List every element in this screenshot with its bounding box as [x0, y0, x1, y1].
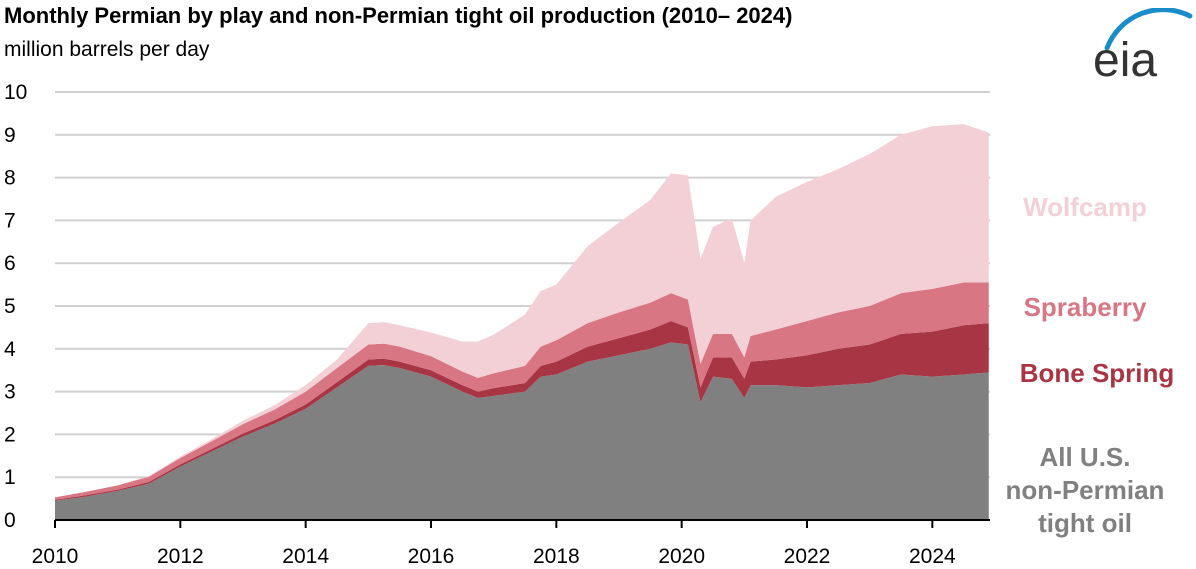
x-tick-label: 2020 — [658, 545, 705, 568]
y-tick-label: 6 — [4, 252, 16, 275]
y-tick-labels: 0 1 2 3 4 5 6 7 8 9 10 — [4, 81, 27, 532]
y-tick-label: 1 — [4, 466, 16, 489]
x-tick-label: 2022 — [784, 545, 831, 568]
y-tick-label: 9 — [4, 124, 16, 147]
y-tick-label: 0 — [4, 509, 16, 532]
y-tick-label: 8 — [4, 167, 16, 190]
series-labels: All U.S. non-Permian tight oil Bone Spring S… — [1006, 192, 1175, 538]
x-tick-label: 2016 — [408, 545, 455, 568]
eia-logo-text: eia — [1093, 34, 1157, 82]
series-label-spraberry: Spraberry — [1024, 292, 1147, 322]
series-label-all-u-s-non-permian-tight-oil: All U.S. non-Permian tight oil — [1006, 442, 1165, 538]
y-tick-label: 7 — [4, 209, 16, 232]
series-label-bone-spring: Bone Spring — [1020, 358, 1175, 388]
y-tick-label: 4 — [4, 338, 16, 361]
x-tick-label: 2024 — [909, 545, 956, 568]
axes — [54, 519, 990, 528]
x-tick-label: 2010 — [32, 545, 79, 568]
chart-title: Monthly Permian by play and non-Permian … — [4, 3, 793, 28]
area-spraberry — [55, 282, 989, 500]
chart-subtitle: million barrels per day — [4, 38, 210, 61]
x-tick-label: 2012 — [157, 545, 204, 568]
series-label-wolfcamp: Wolfcamp — [1023, 192, 1147, 222]
y-tick-label: 3 — [4, 381, 16, 404]
x-tick-labels: 2010 2012 2014 2016 2018 2020 2022 2024 — [32, 545, 956, 568]
eia-logo-icon: eia — [1093, 8, 1193, 82]
area-all-u-s-non-permian-tight-oil — [55, 342, 989, 520]
area-bone-spring — [55, 320, 989, 501]
y-tick-label: 2 — [4, 423, 16, 446]
area-wolfcamp — [55, 124, 989, 498]
area-series — [55, 124, 989, 520]
y-tick-label: 5 — [4, 295, 16, 318]
y-tick-label: 10 — [4, 81, 27, 104]
x-tick-label: 2014 — [282, 545, 329, 568]
x-tick-label: 2018 — [533, 545, 580, 568]
